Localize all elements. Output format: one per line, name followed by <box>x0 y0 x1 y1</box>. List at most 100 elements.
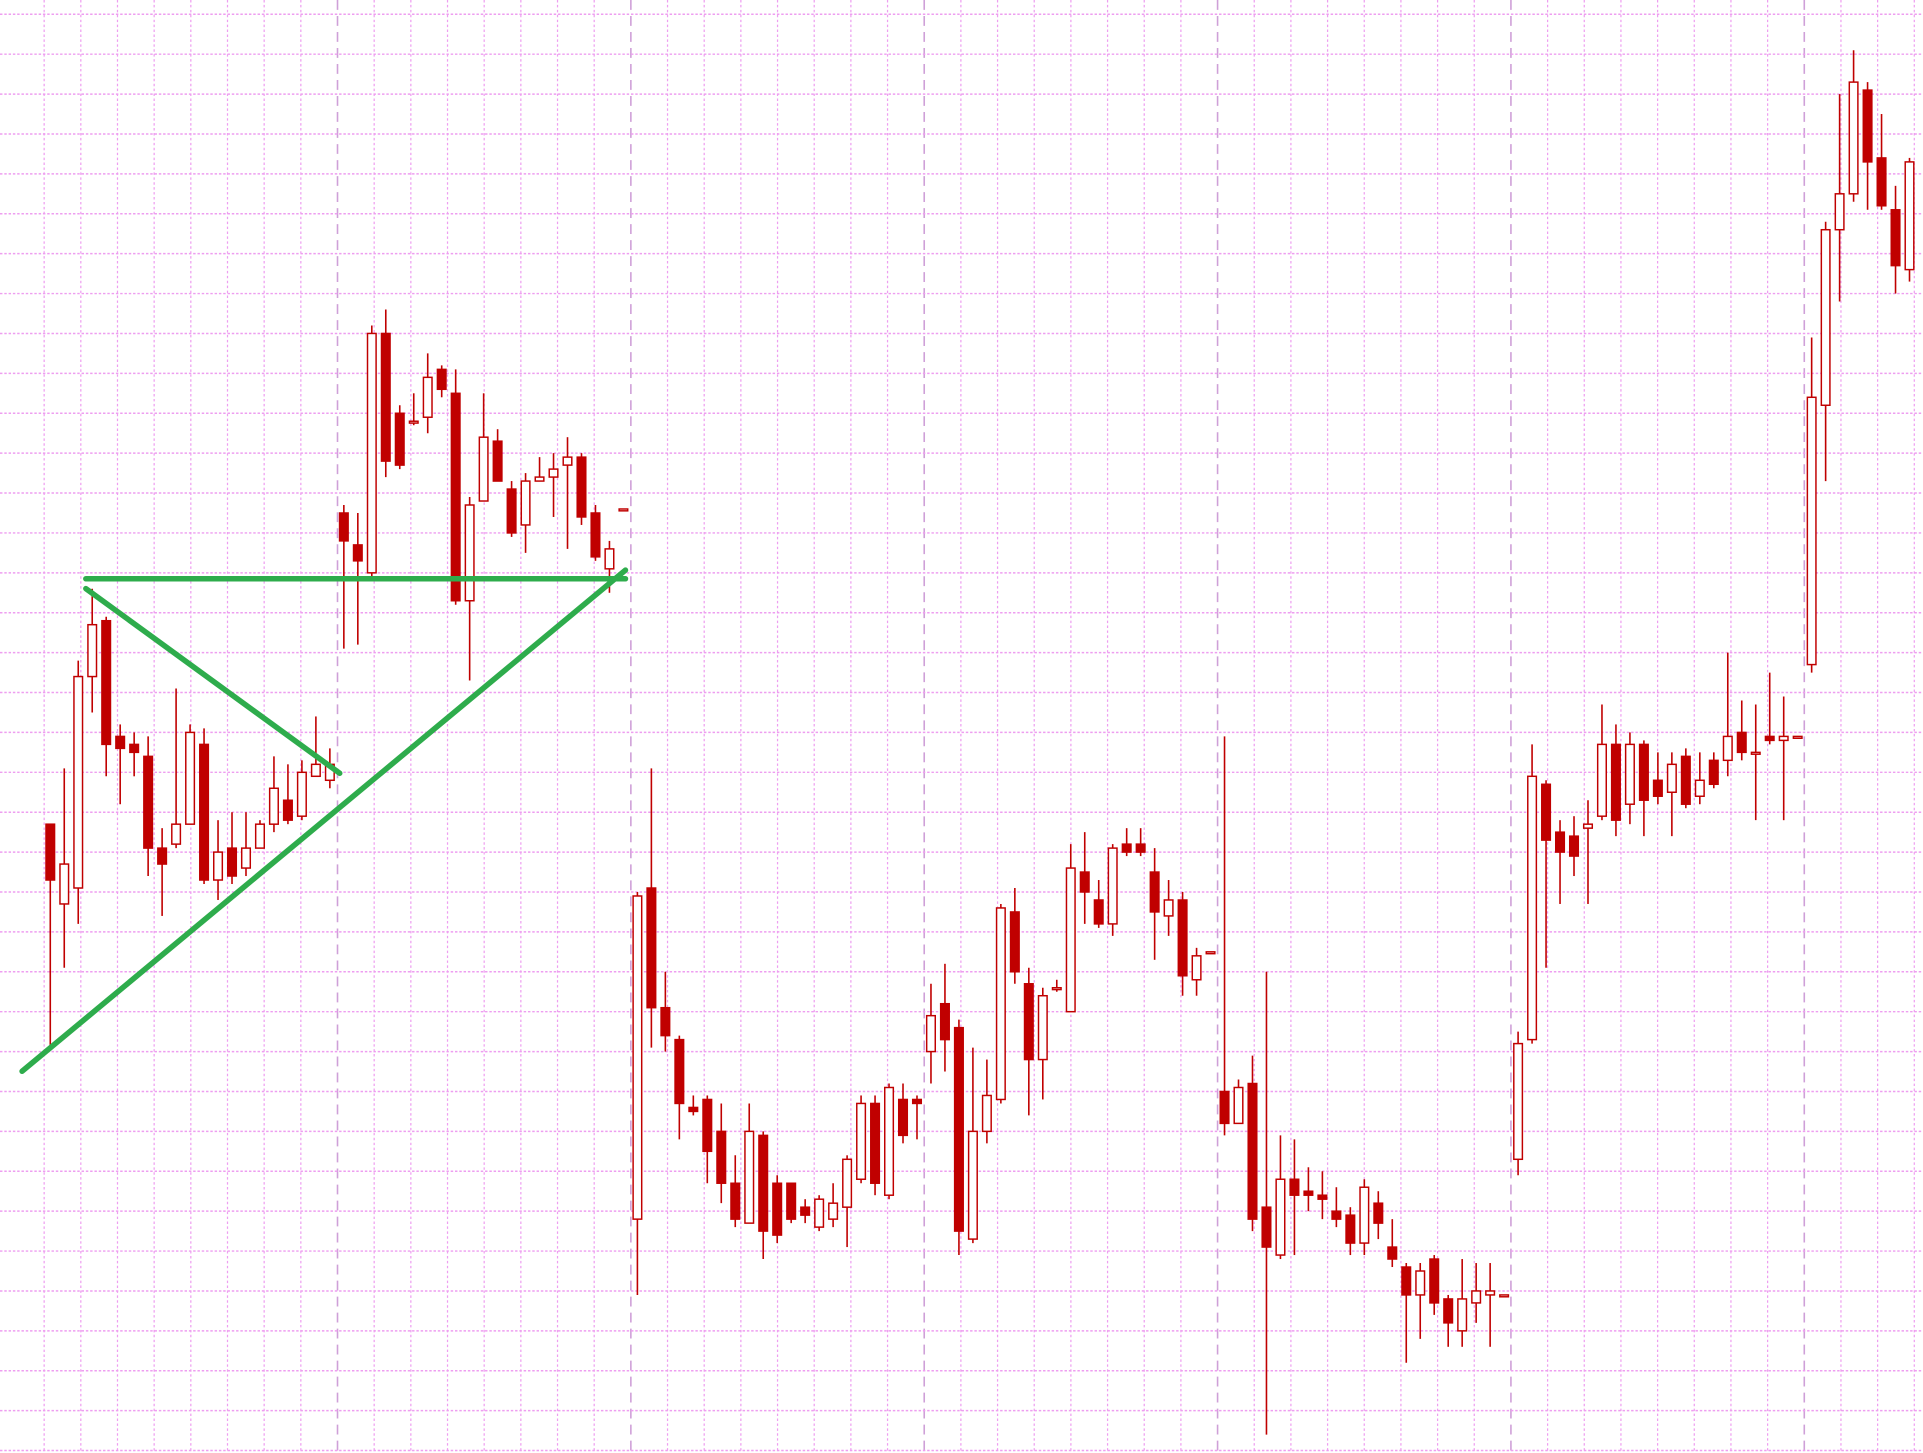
candle-body <box>562 456 573 466</box>
candle-body <box>87 623 98 678</box>
candle-body <box>646 887 657 1009</box>
candle-body <box>394 412 405 466</box>
candle-body <box>772 1182 783 1236</box>
candle-body <box>1834 193 1845 231</box>
candle-body <box>1415 1270 1426 1296</box>
candle-body <box>1191 955 1202 981</box>
candle-body <box>436 368 447 391</box>
candle-body <box>1135 843 1146 853</box>
candle-body <box>1443 1298 1454 1324</box>
candle-body <box>213 851 224 881</box>
candle-body <box>1666 763 1677 793</box>
candle-body <box>1177 899 1188 977</box>
candle-body <box>366 332 377 574</box>
candle-body <box>1904 161 1915 271</box>
candle-body <box>1233 1086 1244 1125</box>
candle-body <box>1582 823 1594 829</box>
candle-body <box>688 1106 699 1113</box>
trend-line <box>19 567 629 1075</box>
candle-body <box>338 512 349 542</box>
candle-body <box>1624 743 1635 805</box>
vertical-grid <box>43 0 1915 1453</box>
candle-body <box>101 619 112 746</box>
candle-body <box>1876 157 1887 207</box>
candle-body <box>995 907 1006 1101</box>
candle-body <box>967 1130 978 1240</box>
horizontal-grid <box>0 13 1923 1452</box>
candle-body <box>1289 1178 1300 1196</box>
candle-body <box>1778 735 1789 742</box>
trend-line <box>83 585 343 777</box>
candle-body <box>1485 1290 1496 1296</box>
candle-body <box>59 863 70 905</box>
candle-body <box>1107 847 1118 925</box>
candle-body <box>1499 1294 1510 1298</box>
candle-body <box>240 847 252 869</box>
candle-body <box>1792 735 1803 739</box>
candle-body <box>939 1002 950 1041</box>
candle-body <box>408 420 419 424</box>
candle-body <box>1373 1202 1384 1224</box>
candle-body <box>129 743 140 754</box>
trend-lines <box>19 567 629 1075</box>
candle-body <box>674 1038 685 1105</box>
candle-body <box>1009 911 1020 973</box>
candle-body <box>1359 1186 1370 1244</box>
candle-body <box>1680 755 1691 805</box>
candle-body <box>268 787 279 825</box>
candle-body <box>1722 735 1733 762</box>
candle-body <box>1750 751 1761 755</box>
candle-body <box>716 1130 727 1184</box>
candle-body <box>660 1006 671 1037</box>
candle-body <box>1121 843 1132 853</box>
candle-body <box>814 1198 825 1228</box>
candle-body <box>1764 735 1775 742</box>
candle-body <box>1555 831 1566 853</box>
candle-body <box>786 1182 797 1220</box>
candle-body <box>171 823 182 845</box>
candle-body <box>981 1094 992 1133</box>
candle-body <box>744 1130 755 1224</box>
candle-body <box>520 480 531 526</box>
candle-body <box>1247 1082 1258 1220</box>
candle-body <box>1079 871 1090 893</box>
candle-body <box>199 743 210 881</box>
candle-body <box>296 771 307 817</box>
candle-body <box>925 1014 936 1053</box>
candle-body <box>1205 951 1216 955</box>
candle-body <box>618 508 629 512</box>
candle-body <box>1890 209 1901 267</box>
candle-body <box>1163 899 1174 917</box>
candle-body <box>422 376 433 418</box>
candle-body <box>548 468 559 478</box>
candle-body <box>953 1026 964 1232</box>
candle-body <box>143 755 154 849</box>
candle-body <box>185 731 196 825</box>
candle-body <box>897 1098 909 1137</box>
candle-body <box>254 823 265 849</box>
candle-body <box>506 488 517 534</box>
candle-body <box>828 1202 839 1220</box>
candle-body <box>73 675 84 889</box>
candle-body <box>1848 81 1859 195</box>
candle-body <box>1652 779 1663 797</box>
candle-body <box>1596 743 1607 817</box>
candle-body <box>1037 994 1048 1061</box>
candle-body <box>1345 1214 1356 1244</box>
candle-body <box>450 392 461 602</box>
candle-body <box>226 847 238 877</box>
candle-body <box>884 1086 895 1196</box>
candle-body <box>1708 759 1719 786</box>
candle-body <box>1065 867 1076 1013</box>
candle-body <box>157 847 168 865</box>
candle-body <box>911 1098 923 1105</box>
candle-body <box>1527 775 1538 1041</box>
candle-body <box>310 763 321 778</box>
candle-body <box>282 799 293 821</box>
candle-body <box>1093 899 1104 925</box>
candle-body <box>1736 731 1747 754</box>
candle-body <box>702 1098 713 1153</box>
candle-body <box>856 1102 867 1180</box>
